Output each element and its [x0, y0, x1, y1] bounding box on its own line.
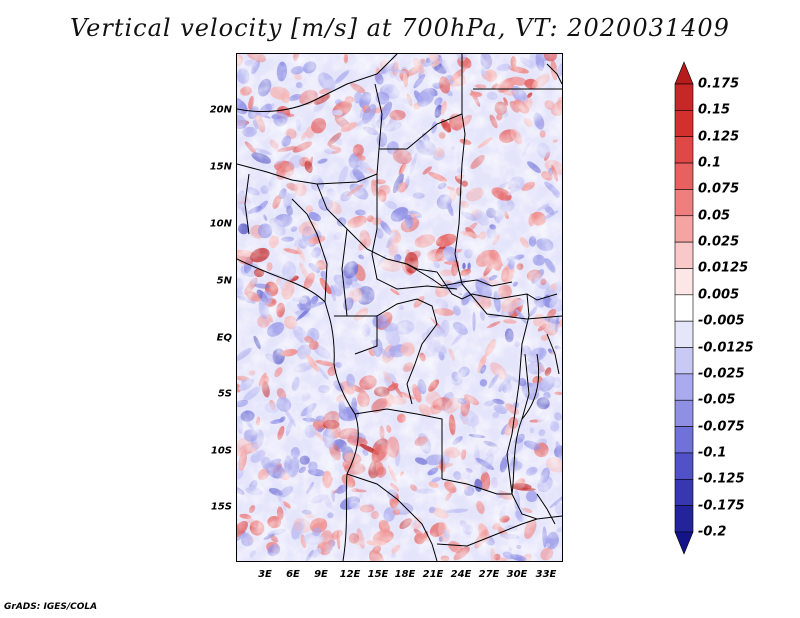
colorbar-swatches [674, 61, 694, 555]
colorbar-swatch [674, 452, 694, 480]
colorbar-label: 0.0125 [698, 260, 749, 276]
colorbar-swatch [674, 373, 694, 401]
colorbar-label: 0.125 [698, 129, 740, 145]
colorbar-label: -0.025 [698, 366, 745, 382]
lat-tick-label: 15N [209, 161, 232, 173]
lon-tick-label: 3E [258, 569, 272, 580]
colorbar-label: 0.15 [698, 102, 731, 118]
colorbar-swatch [674, 505, 694, 533]
lat-tick-label: 15S [210, 501, 232, 513]
lat-tick-label: 10S [210, 445, 232, 457]
lat-tick-label: 5N [216, 275, 232, 287]
colorbar-swatch [674, 110, 694, 138]
colorbar [674, 61, 694, 555]
map-graphic [237, 54, 562, 561]
colorbar-label: 0.075 [698, 181, 740, 197]
lat-tick-label: 5S [217, 388, 232, 400]
lon-tick-label: 21E [422, 569, 444, 580]
colorbar-label: 0.025 [698, 234, 740, 250]
lat-tick-label: 10N [209, 218, 232, 230]
lon-tick-label: 12E [339, 569, 361, 580]
colorbar-label: -0.005 [698, 313, 745, 329]
lon-tick-label: 24E [450, 569, 472, 580]
colorbar-swatch [674, 189, 694, 217]
colorbar-swatch [674, 61, 694, 85]
colorbar-label: -0.05 [698, 392, 736, 408]
colorbar-label: 0.1 [698, 155, 722, 171]
colorbar-label: 0.05 [698, 208, 731, 224]
colorbar-swatch [674, 478, 694, 506]
colorbar-label: -0.125 [698, 471, 745, 487]
colorbar-label: 0.175 [698, 76, 740, 92]
colorbar-swatch [674, 347, 694, 375]
lon-tick-label: 15E [367, 569, 389, 580]
colorbar-swatch [674, 215, 694, 243]
colorbar-label: 0.005 [698, 287, 740, 303]
lon-tick-label: 30E [506, 569, 528, 580]
colorbar-label: -0.1 [698, 445, 727, 461]
lon-tick-label: 6E [286, 569, 300, 580]
colorbar-swatch [674, 531, 694, 555]
colorbar-swatch [674, 268, 694, 296]
lat-tick-label: EQ [216, 332, 232, 344]
colorbar-swatch [674, 320, 694, 348]
lon-tick-label: 18E [394, 569, 416, 580]
lon-tick-label: 27E [478, 569, 500, 580]
colorbar-swatch [674, 83, 694, 111]
colorbar-swatch [674, 136, 694, 164]
velocity-map [236, 53, 563, 562]
colorbar-label: -0.2 [698, 524, 727, 540]
lon-tick-label: 9E [314, 569, 328, 580]
lat-tick-label: 20N [209, 104, 232, 116]
colorbar-swatch [674, 162, 694, 190]
colorbar-swatch [674, 241, 694, 269]
grads-credit: GrADS: IGES/COLA [4, 602, 98, 612]
colorbar-swatch [674, 294, 694, 322]
plot-title: Vertical velocity [m/s] at 700hPa, VT: 2… [70, 14, 730, 42]
country-borders [237, 54, 562, 561]
colorbar-label: -0.075 [698, 419, 745, 435]
colorbar-swatch [674, 399, 694, 427]
lon-tick-label: 33E [535, 569, 557, 580]
colorbar-label: -0.0125 [698, 340, 754, 356]
colorbar-label: -0.175 [698, 498, 745, 514]
colorbar-swatch [674, 426, 694, 454]
